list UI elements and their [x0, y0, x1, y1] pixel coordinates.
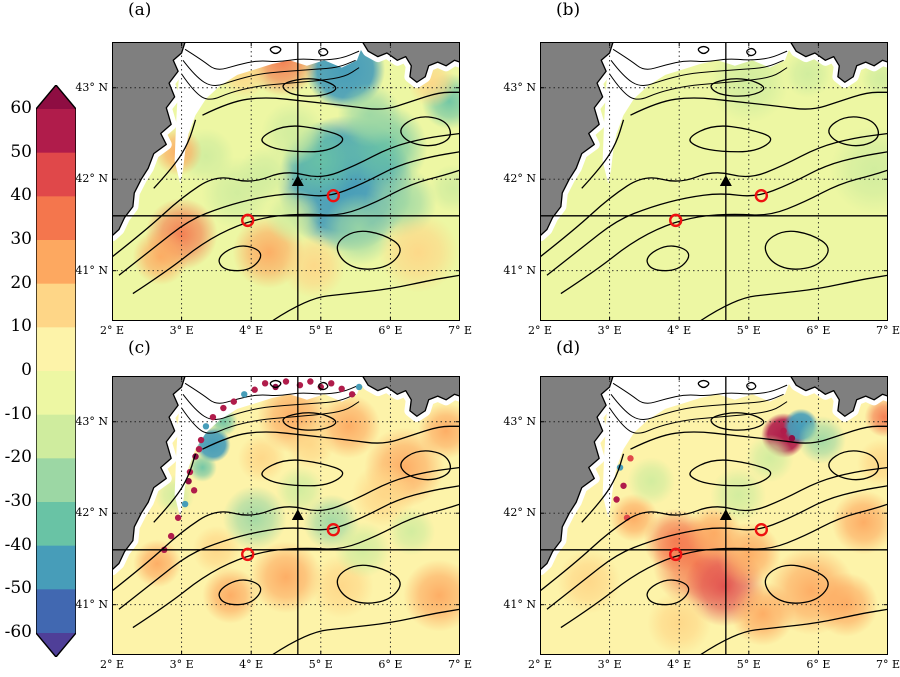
- colorbar-segment: [36, 502, 76, 547]
- y-tick-label-b: 42° N: [503, 172, 536, 186]
- colorbar-segment: [36, 152, 76, 197]
- map-canvas-d: [540, 376, 888, 655]
- map-canvas-a: [112, 42, 460, 321]
- colorbar-tick-label: 60: [10, 98, 32, 118]
- panel-label-c: (c): [128, 338, 151, 358]
- colorbar-over-arrow: [36, 85, 76, 109]
- colorbar-svg: [35, 83, 77, 659]
- colorbar: [35, 83, 77, 659]
- colorbar-segment: [36, 414, 76, 459]
- map-panel-d: [540, 376, 888, 655]
- x-tick-label-d: 6° E: [806, 658, 831, 671]
- x-tick-label-a: 4° E: [239, 324, 264, 337]
- colorbar-tick-label: 30: [10, 229, 32, 249]
- x-tick-label-a: 5° E: [308, 324, 333, 337]
- colorbar-tick-label: 10: [10, 316, 32, 337]
- y-tick-label-c: 43° N: [75, 414, 108, 428]
- map-canvas-b: [540, 42, 888, 321]
- y-tick-label-c: 41° N: [75, 597, 108, 611]
- y-tick-label-d: 43° N: [503, 414, 536, 428]
- x-tick-label-a: 3° E: [169, 324, 194, 337]
- colorbar-tick-label: -50: [4, 578, 32, 599]
- y-tick-label-b: 43° N: [503, 80, 536, 94]
- colorbar-segment: [36, 545, 76, 590]
- colorbar-segment: [36, 283, 76, 328]
- x-tick-label-d: 2° E: [527, 658, 553, 671]
- x-tick-label-d: 4° E: [667, 658, 692, 671]
- x-tick-label-a: 2° E: [99, 324, 125, 337]
- y-tick-label-a: 42° N: [75, 172, 108, 186]
- x-tick-label-c: 2° E: [99, 658, 125, 671]
- y-tick-label-a: 43° N: [75, 80, 108, 94]
- x-tick-label-a: 7° E: [447, 324, 473, 337]
- colorbar-tick-label: -10: [4, 403, 32, 424]
- panel-label-b: (b): [556, 0, 581, 20]
- x-tick-label-d: 3° E: [597, 658, 622, 671]
- x-tick-label-c: 6° E: [378, 658, 403, 671]
- y-tick-label-b: 41° N: [503, 263, 536, 277]
- colorbar-tick-label: 40: [10, 185, 32, 206]
- colorbar-segment: [36, 458, 76, 503]
- colorbar-tick-label: -60: [4, 622, 32, 642]
- panel-label-d: (d): [556, 338, 581, 358]
- colorbar-segment: [36, 196, 76, 241]
- colorbar-segment: [36, 371, 76, 416]
- x-tick-label-b: 4° E: [667, 324, 692, 337]
- map-panel-a: [112, 42, 460, 321]
- x-tick-label-d: 7° E: [875, 658, 900, 671]
- x-tick-label-b: 2° E: [527, 324, 553, 337]
- x-tick-label-b: 5° E: [736, 324, 761, 337]
- colorbar-tick-label: 20: [10, 272, 32, 293]
- map-panel-c: [112, 376, 460, 655]
- x-tick-label-b: 6° E: [806, 324, 831, 337]
- colorbar-under-arrow: [36, 633, 76, 657]
- y-tick-label-d: 42° N: [503, 506, 536, 520]
- x-tick-label-c: 5° E: [308, 658, 333, 671]
- x-tick-label-a: 6° E: [378, 324, 403, 337]
- colorbar-segment: [36, 589, 76, 634]
- map-canvas-c: [112, 376, 460, 655]
- colorbar-tick-label: -20: [4, 447, 32, 468]
- y-tick-label-c: 42° N: [75, 506, 108, 520]
- x-tick-label-b: 7° E: [875, 324, 900, 337]
- y-tick-label-a: 41° N: [75, 263, 108, 277]
- map-panel-b: [540, 42, 888, 321]
- colorbar-tick-label: 0: [21, 360, 32, 380]
- colorbar-segment: [36, 327, 76, 372]
- x-tick-label-c: 7° E: [447, 658, 473, 671]
- x-tick-label-c: 4° E: [239, 658, 264, 671]
- colorbar-segment: [36, 240, 76, 285]
- colorbar-tick-label: -40: [4, 534, 32, 555]
- colorbar-tick-label: 50: [10, 141, 32, 162]
- x-tick-label-c: 3° E: [169, 658, 194, 671]
- x-tick-label-d: 5° E: [736, 658, 761, 671]
- panel-label-a: (a): [128, 0, 152, 20]
- x-tick-label-b: 3° E: [597, 324, 622, 337]
- colorbar-tick-label: -30: [4, 491, 32, 511]
- y-tick-label-d: 41° N: [503, 597, 536, 611]
- colorbar-segment: [36, 109, 76, 154]
